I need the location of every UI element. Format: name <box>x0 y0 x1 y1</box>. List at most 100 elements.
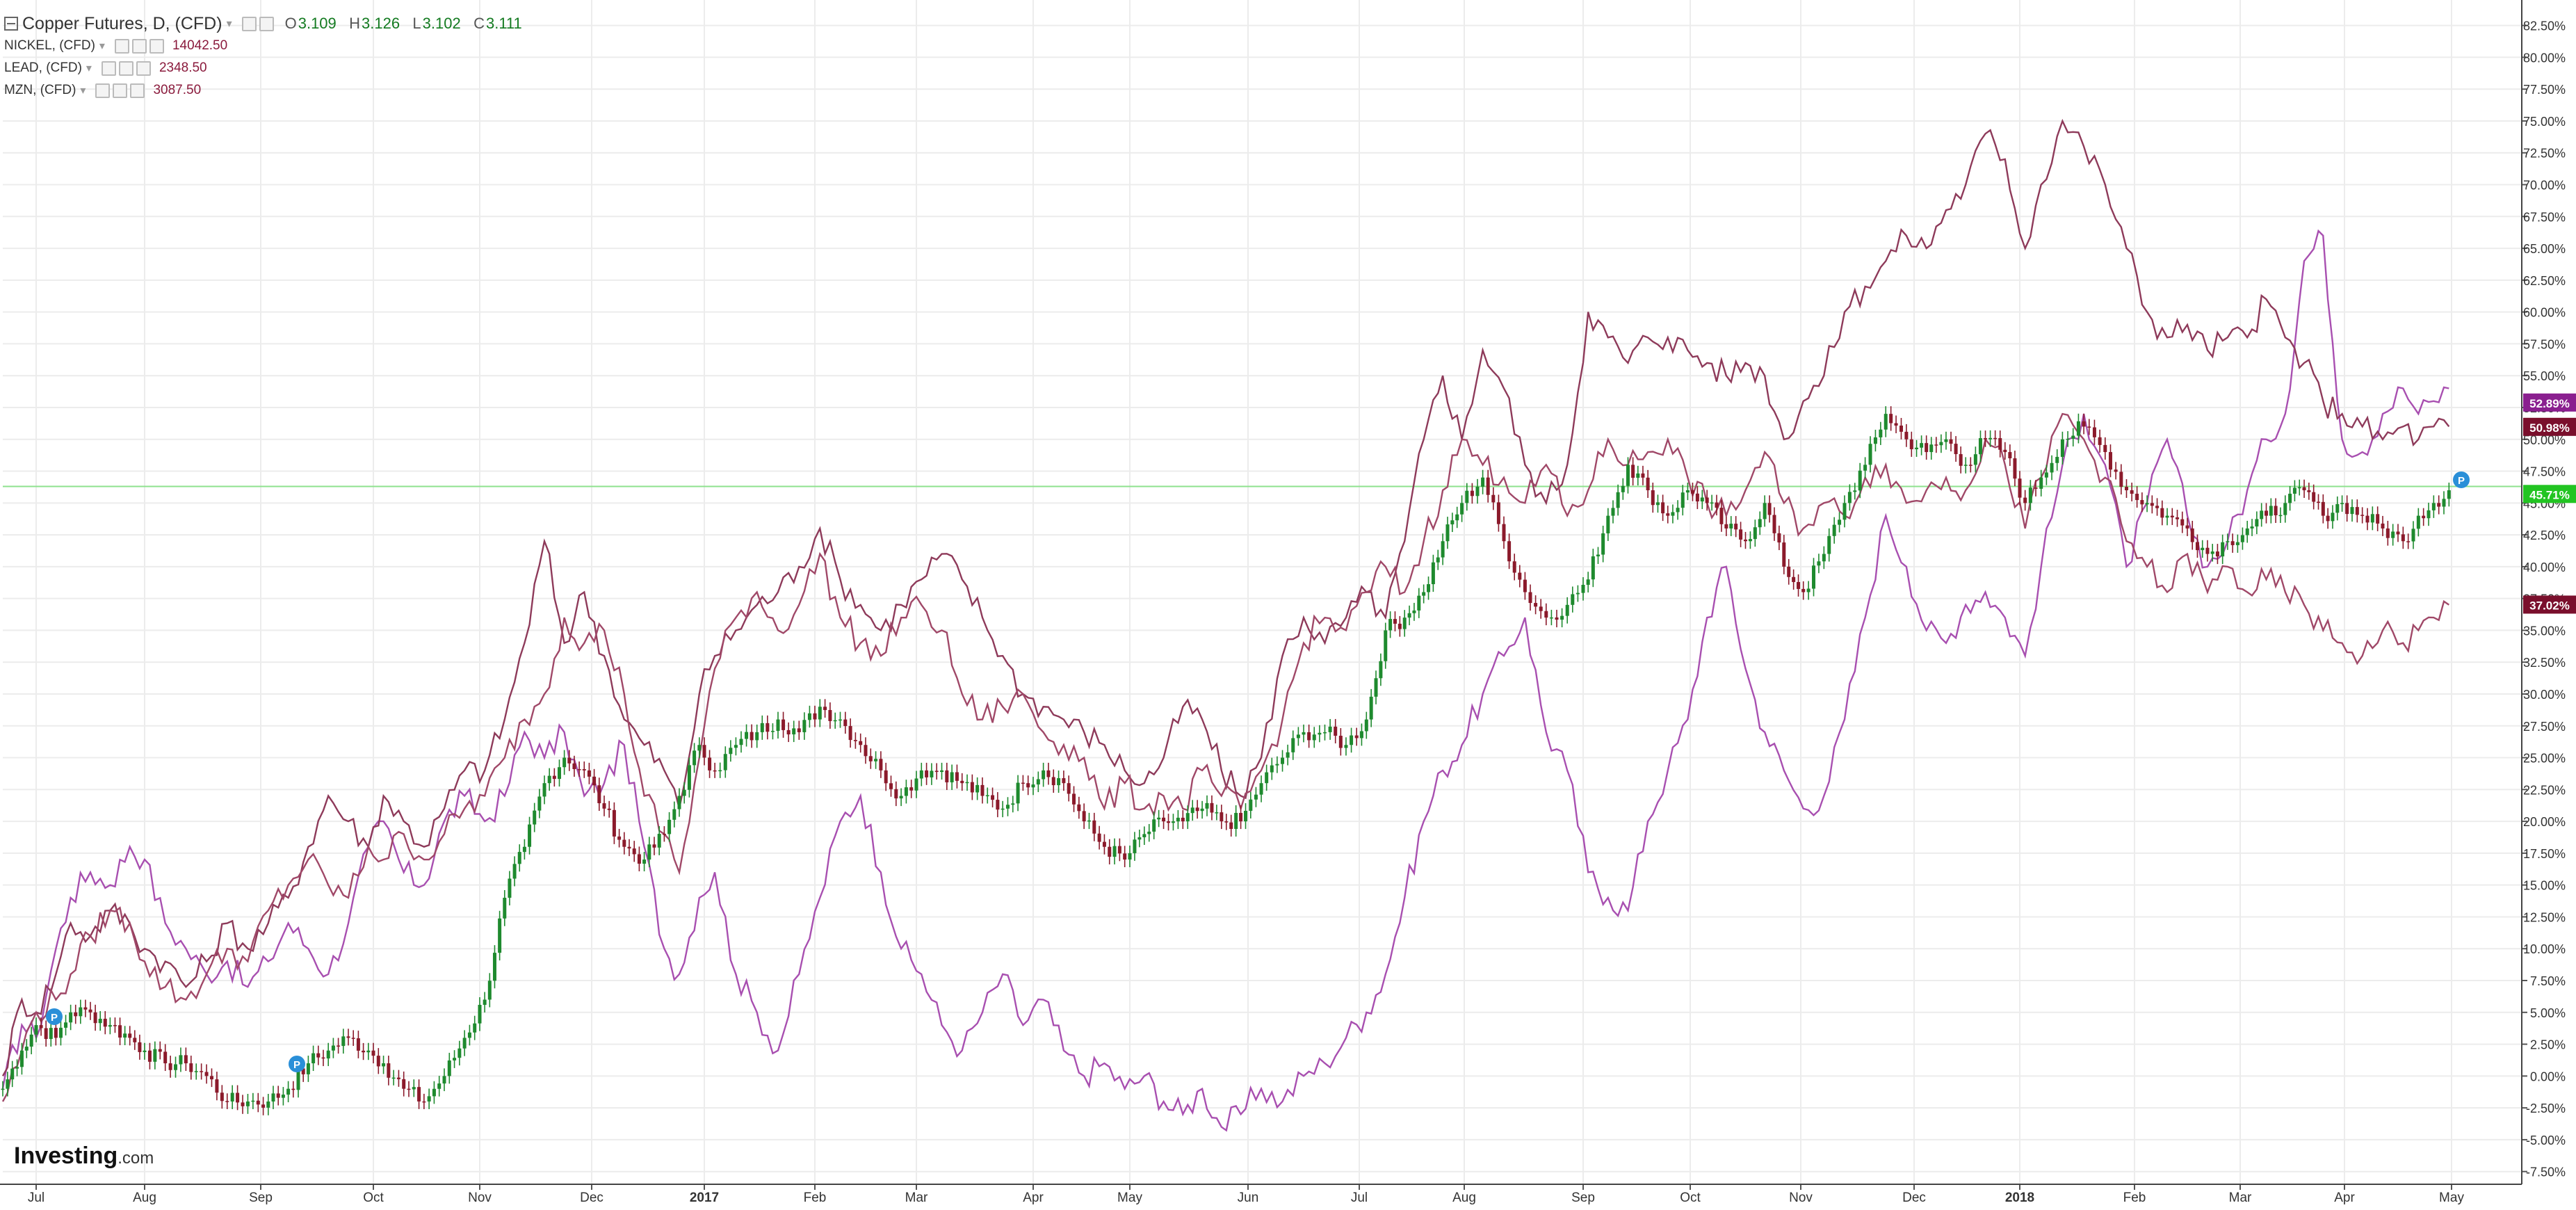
candle-body <box>2250 526 2254 529</box>
x-tick-label: Nov <box>468 1191 492 1205</box>
candle-body <box>1281 757 1285 764</box>
visibility-toggle-icon[interactable] <box>114 38 129 54</box>
candle-body <box>2003 449 2007 453</box>
candle-body <box>204 1072 209 1076</box>
y-tick-label: 5.00% <box>2530 1006 2566 1020</box>
candle-body <box>1973 454 1977 465</box>
y-tick-label: 82.50% <box>2523 19 2566 33</box>
candle-body <box>647 844 651 860</box>
candle-body <box>1354 735 1359 739</box>
candle-body <box>813 713 817 720</box>
candle-body <box>261 1104 266 1108</box>
candle-body <box>1162 817 1166 822</box>
candle-body <box>2240 535 2244 542</box>
candle-body <box>537 796 542 811</box>
y-axis: -7.50% -5.00% -2.50% 0.00% 2.50% 5.00% 7.50% 10… <box>2521 0 2566 1184</box>
event-marker-icon[interactable] <box>46 1008 63 1025</box>
candle-body <box>1412 610 1416 613</box>
candle-body <box>2170 515 2174 517</box>
y-tick-label: 22.50% <box>2523 783 2566 797</box>
candle-body <box>718 770 722 772</box>
legend-row-mzn[interactable]: MZN, (CFD) ▾ 3087.50 <box>4 79 522 102</box>
candle-body <box>2028 487 2032 503</box>
y-tick-label: 70.00% <box>2523 179 2566 193</box>
candle-body <box>1549 617 1553 619</box>
close-icon[interactable] <box>130 83 145 98</box>
candle-body <box>1748 539 1752 542</box>
chevron-down-icon[interactable]: ▾ <box>80 85 86 97</box>
candle-body <box>1176 817 1180 822</box>
legend-row-copper[interactable]: Copper Futures, D, (CFD) ▾ O3.109 H3.126… <box>4 13 522 35</box>
event-marker-icon[interactable] <box>289 1056 305 1072</box>
candle-body <box>225 1101 229 1102</box>
candle-body <box>179 1055 183 1065</box>
candle-body <box>2278 515 2283 517</box>
candle-body <box>1393 619 1397 624</box>
chevron-down-icon[interactable]: ▾ <box>86 63 92 74</box>
visibility-toggle-icon[interactable] <box>241 16 257 31</box>
visibility-toggle-icon[interactable] <box>101 60 116 76</box>
candle-body <box>1220 812 1224 822</box>
candle-body <box>1978 438 1982 455</box>
candle-body <box>889 783 893 789</box>
candle-body <box>58 1027 63 1038</box>
candle-body <box>296 1068 300 1090</box>
x-tick-label: Dec <box>580 1191 604 1205</box>
last-value-label: 52.89% <box>2529 397 2570 410</box>
chevron-down-icon[interactable]: ▾ <box>226 18 232 30</box>
close-icon[interactable] <box>149 38 164 54</box>
candle-body <box>2288 493 2292 503</box>
candle-body <box>1680 492 1685 508</box>
candle-body <box>1016 782 1020 804</box>
candle-body <box>642 860 647 864</box>
candle-body <box>492 953 496 981</box>
close-icon[interactable] <box>136 60 151 76</box>
candle-body <box>672 809 677 820</box>
candle-body <box>1229 822 1233 829</box>
candle-body <box>797 728 801 732</box>
legend-row-nickel[interactable]: NICKEL, (CFD) ▾ 14042.50 <box>4 35 522 57</box>
last-value-label: 45.71% <box>2529 488 2570 501</box>
candle-body <box>2023 497 2027 503</box>
legend-row-lead[interactable]: LEAD, (CFD) ▾ 2348.50 <box>4 57 522 79</box>
candle-body <box>2260 510 2264 519</box>
candle-body <box>478 1004 482 1024</box>
candle-body <box>1502 524 1506 542</box>
candle-body <box>1384 630 1388 661</box>
candle-body <box>34 1025 38 1035</box>
event-markers: P P P <box>46 471 2470 1072</box>
candle-body <box>306 1063 310 1074</box>
collapse-icon[interactable] <box>4 17 18 31</box>
settings-icon[interactable] <box>118 60 133 76</box>
chevron-down-icon[interactable]: ▾ <box>99 40 105 52</box>
settings-icon[interactable] <box>131 38 147 54</box>
y-tick-label: 27.50% <box>2523 720 2566 734</box>
candle-body <box>2150 503 2154 506</box>
investing-logo[interactable]: Investing.com <box>14 1143 154 1170</box>
candle-body <box>2076 421 2080 436</box>
candle-body <box>422 1101 426 1103</box>
candle-body <box>802 720 807 732</box>
candle-body <box>2124 487 2128 491</box>
event-marker-icon[interactable] <box>2453 471 2470 488</box>
candle-body <box>1925 443 1929 453</box>
candle-body <box>2087 426 2091 428</box>
candle-body <box>1832 524 1836 536</box>
visibility-toggle-icon[interactable] <box>95 83 111 98</box>
x-tick-label: Sep <box>249 1191 273 1205</box>
x-tick-label: Sep <box>1571 1191 1595 1205</box>
candle-body <box>1621 485 1625 492</box>
candle-body <box>2221 542 2225 557</box>
settings-icon[interactable] <box>259 16 274 31</box>
candle-body <box>1915 447 1919 449</box>
candle-body <box>2427 510 2431 519</box>
candle-body <box>2119 471 2123 487</box>
candle-body <box>1181 817 1185 822</box>
candle-body <box>1591 556 1595 580</box>
settings-icon[interactable] <box>113 83 128 98</box>
candle-body <box>2269 506 2273 516</box>
y-tick-label: 25.00% <box>2523 752 2566 766</box>
candle-body <box>123 1033 127 1038</box>
candle-body <box>970 782 974 793</box>
